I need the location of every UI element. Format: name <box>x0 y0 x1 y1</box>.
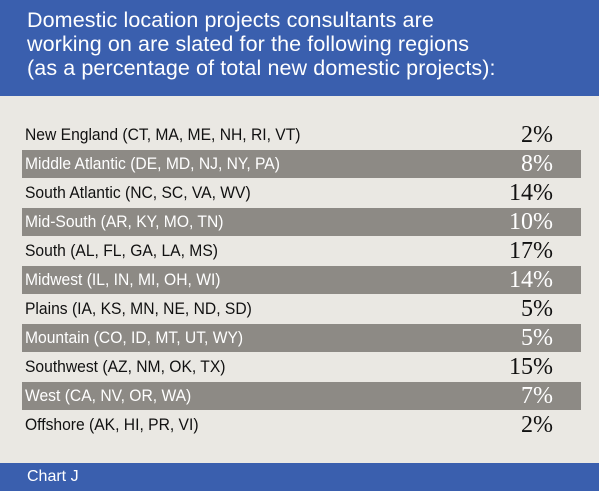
percentage-value: 15% <box>509 354 553 380</box>
region-label: South (AL, FL, GA, LA, MS) <box>25 241 218 260</box>
percentage-value: 10% <box>509 209 553 235</box>
table-row: Plains (IA, KS, MN, NE, ND, SD) 5% <box>22 295 581 323</box>
percentage-value: 5% <box>521 325 553 351</box>
region-label: Mountain (CO, ID, MT, UT, WY) <box>25 328 244 347</box>
percentage-value: 8% <box>521 151 553 177</box>
table-row: South Atlantic (NC, SC, VA, WV) 14% <box>22 179 581 207</box>
percentage-value: 14% <box>509 267 553 293</box>
region-label: Southwest (AZ, NM, OK, TX) <box>25 357 226 376</box>
region-label: Plains (IA, KS, MN, NE, ND, SD) <box>25 299 252 318</box>
region-label: New England (CT, MA, ME, NH, RI, VT) <box>25 125 301 144</box>
table-row: Offshore (AK, HI, PR, VI) 2% <box>22 411 581 439</box>
percentage-value: 2% <box>521 412 553 438</box>
table-row: Mountain (CO, ID, MT, UT, WY) 5% <box>22 324 581 352</box>
table-row: Middle Atlantic (DE, MD, NJ, NY, PA) 8% <box>22 150 581 178</box>
table-row: New England (CT, MA, ME, NH, RI, VT) 2% <box>22 121 581 149</box>
table-row: West (CA, NV, OR, WA) 7% <box>22 382 581 410</box>
table-row: Southwest (AZ, NM, OK, TX) 15% <box>22 353 581 381</box>
chart-label: Chart J <box>27 468 79 485</box>
region-label: West (CA, NV, OR, WA) <box>25 386 192 405</box>
region-label: Mid-South (AR, KY, MO, TN) <box>25 212 224 231</box>
percentage-value: 7% <box>521 383 553 409</box>
percentage-value: 17% <box>509 238 553 264</box>
chart-header: Domestic location projects consultants a… <box>0 0 599 96</box>
percentage-value: 14% <box>509 180 553 206</box>
region-label: South Atlantic (NC, SC, VA, WV) <box>25 183 251 202</box>
region-table: New England (CT, MA, ME, NH, RI, VT) 2% Mi… <box>22 121 581 440</box>
region-label: Middle Atlantic (DE, MD, NJ, NY, PA) <box>25 154 280 173</box>
region-label: Midwest (IL, IN, MI, OH, WI) <box>25 270 221 289</box>
chart-footer: Chart J <box>0 463 599 491</box>
table-row: Midwest (IL, IN, MI, OH, WI) 14% <box>22 266 581 294</box>
percentage-value: 5% <box>521 296 553 322</box>
chart-title: Domestic location projects consultants a… <box>27 8 496 80</box>
table-row: South (AL, FL, GA, LA, MS) 17% <box>22 237 581 265</box>
percentage-value: 2% <box>521 122 553 148</box>
table-row: Mid-South (AR, KY, MO, TN) 10% <box>22 208 581 236</box>
region-label: Offshore (AK, HI, PR, VI) <box>25 415 199 434</box>
